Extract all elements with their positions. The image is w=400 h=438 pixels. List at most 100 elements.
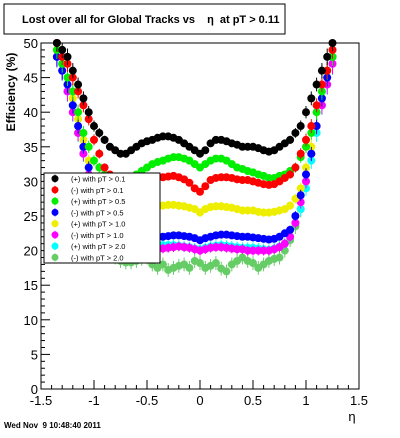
data-point	[291, 128, 300, 137]
legend-entry: (+) with pT > 0.1	[51, 174, 125, 184]
chart-title: Lost over all for Global Tracks vs η at …	[22, 14, 280, 26]
data-point	[196, 259, 204, 268]
data-point	[196, 187, 204, 196]
data-point	[307, 94, 316, 103]
data-point	[302, 170, 310, 179]
data-point	[296, 149, 305, 158]
data-point	[68, 66, 77, 75]
x-tick-label: 0	[196, 393, 203, 408]
y-tick-label: 50	[24, 36, 38, 51]
data-point	[328, 39, 337, 47]
data-point	[286, 201, 295, 210]
legend-entry: (-) with pT > 0.1	[51, 185, 124, 195]
title-box: Lost over all for Global Tracks vs η at …	[3, 3, 286, 35]
title-suffix: at pT > 0.11	[220, 14, 280, 26]
y-axis: 0 5 10 15 20 25 30 35 40 45 50	[24, 36, 50, 397]
y-tick-label: 30	[24, 174, 38, 189]
data-point	[307, 149, 316, 158]
legend-label: (+) with pT > 2.0	[71, 242, 125, 251]
legend-label: (+) with pT > 0.1	[71, 175, 125, 184]
data-point	[74, 108, 83, 117]
data-point	[312, 101, 321, 110]
legend: (+) with pT > 0.1 (-) with pT > 0.1 (+) wi…	[43, 172, 161, 264]
data-point	[63, 52, 72, 61]
x-axis: -1.5 -1 -0.5 0 0.5 1 1.5	[30, 380, 368, 408]
legend-marker	[51, 175, 59, 183]
data-point	[58, 45, 67, 54]
data-point	[74, 122, 83, 131]
legend-entry: (+) with pT > 0.5	[51, 197, 125, 206]
data-point	[291, 212, 300, 220]
y-tick-label: 35	[24, 140, 38, 155]
data-point	[84, 108, 93, 117]
series--with-pt-0-1	[52, 39, 337, 158]
data-point	[302, 163, 310, 172]
data-point	[275, 253, 284, 262]
data-point	[296, 122, 305, 131]
y-tick-label: 5	[31, 347, 38, 362]
data-point	[280, 239, 289, 248]
data-point	[296, 191, 305, 200]
data-point	[312, 80, 321, 89]
data-point	[158, 260, 167, 269]
legend-marker	[51, 186, 59, 194]
y-tick-label: 45	[24, 71, 38, 86]
legend-frame	[43, 172, 161, 264]
legend-marker	[51, 242, 59, 250]
data-point	[68, 101, 77, 110]
x-tick-label: -0.5	[136, 393, 158, 408]
legend-marker	[51, 253, 59, 261]
data-point	[211, 259, 220, 268]
legend-entry: (-) with pT > 0.5	[51, 208, 124, 217]
data-point	[95, 128, 104, 137]
data-point	[52, 39, 61, 47]
data-point	[185, 263, 194, 272]
data-point	[317, 66, 326, 75]
legend-entry: (-) with pT > 1.0	[51, 230, 124, 240]
legend-marker	[51, 220, 59, 228]
legend-label: (-) with pT > 0.1	[71, 186, 124, 195]
data-point	[296, 205, 305, 214]
data-point	[90, 156, 98, 165]
legend-entry: (+) with pT > 1.0	[51, 219, 125, 229]
data-point	[201, 182, 210, 191]
data-point	[286, 225, 295, 234]
y-tick-label: 15	[24, 278, 38, 293]
data-point	[74, 80, 83, 89]
legend-marker	[51, 197, 59, 205]
data-point	[302, 135, 310, 144]
y-tick-label: 25	[24, 209, 38, 224]
data-point	[201, 146, 210, 155]
data-point	[84, 115, 93, 124]
y-tick-label: 0	[31, 382, 38, 397]
data-point	[286, 135, 295, 144]
data-point	[222, 267, 231, 276]
data-point	[302, 177, 310, 186]
data-point	[296, 184, 305, 193]
y-axis-title: Efficiency (%)	[4, 53, 18, 132]
data-point	[100, 135, 109, 144]
title-prefix: Lost over all for Global Tracks vs	[22, 14, 195, 26]
data-point	[302, 142, 310, 151]
data-point	[95, 149, 104, 158]
x-tick-label: 1	[302, 393, 309, 408]
x-axis-title: η	[348, 409, 355, 424]
footer-timestamp: Wed Nov 9 10:48:40 2011	[4, 421, 101, 430]
data-point	[84, 163, 93, 172]
title-eta-symbol: η	[207, 14, 214, 26]
y-tick-label: 20	[24, 244, 38, 259]
data-point	[302, 108, 310, 117]
data-point	[307, 122, 316, 131]
legend-label: (-) with pT > 2.0	[71, 253, 124, 262]
x-tick-label: 0.5	[244, 393, 262, 408]
legend-label: (-) with pT > 1.0	[71, 231, 124, 240]
data-point	[291, 218, 300, 227]
data-point	[185, 178, 194, 187]
data-point	[323, 52, 332, 61]
data-point	[291, 163, 300, 172]
legend-entry: (-) with pT > 2.0	[51, 253, 124, 262]
legend-label: (+) with pT > 0.5	[71, 197, 125, 206]
y-tick-label: 40	[24, 105, 38, 120]
